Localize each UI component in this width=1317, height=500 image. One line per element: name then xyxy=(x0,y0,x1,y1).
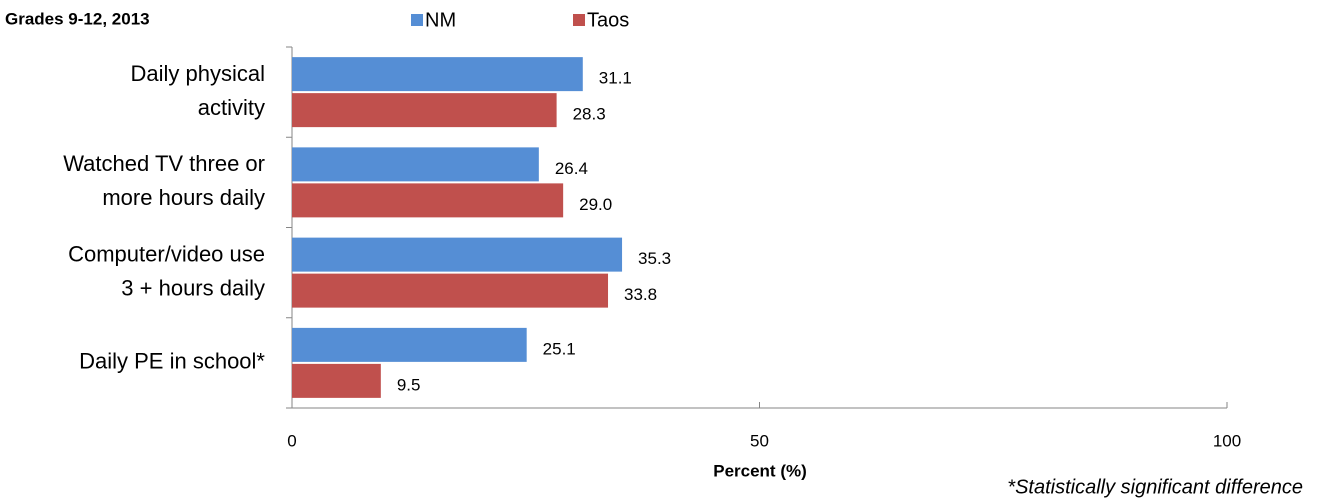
value-label: 26.4 xyxy=(555,159,588,178)
chart-title: Grades 9-12, 2013 xyxy=(5,9,150,28)
value-label: 29.0 xyxy=(579,195,612,214)
category-label: Daily physical xyxy=(131,61,266,86)
bar xyxy=(292,237,623,272)
x-tick-label: 100 xyxy=(1213,431,1241,450)
legend-swatch xyxy=(411,14,423,26)
category-label: activity xyxy=(198,95,265,120)
bar xyxy=(292,327,527,362)
category-label: Watched TV three or xyxy=(63,151,265,176)
bar xyxy=(292,93,557,128)
bar xyxy=(292,57,583,92)
value-label: 35.3 xyxy=(638,249,671,268)
bar xyxy=(292,363,381,398)
bar xyxy=(292,273,609,308)
x-axis-label: Percent (%) xyxy=(713,461,807,480)
value-label: 25.1 xyxy=(543,339,576,358)
footnote: *Statistically significant difference xyxy=(1007,476,1303,498)
x-tick-label: 0 xyxy=(287,431,296,450)
bar xyxy=(292,183,564,218)
bar xyxy=(292,147,539,182)
category-label: 3 + hours daily xyxy=(121,275,265,300)
category-label: Daily PE in school* xyxy=(79,349,265,374)
value-label: 31.1 xyxy=(599,69,632,88)
legend-label: Taos xyxy=(587,9,629,31)
value-label: 28.3 xyxy=(573,105,606,124)
legend-swatch xyxy=(573,14,585,26)
value-label: 9.5 xyxy=(397,375,421,394)
value-label: 33.8 xyxy=(624,285,657,304)
x-tick-label: 50 xyxy=(750,431,769,450)
legend-label: NM xyxy=(425,9,456,31)
category-label: Computer/video use xyxy=(68,241,265,266)
category-label: more hours daily xyxy=(102,185,265,210)
